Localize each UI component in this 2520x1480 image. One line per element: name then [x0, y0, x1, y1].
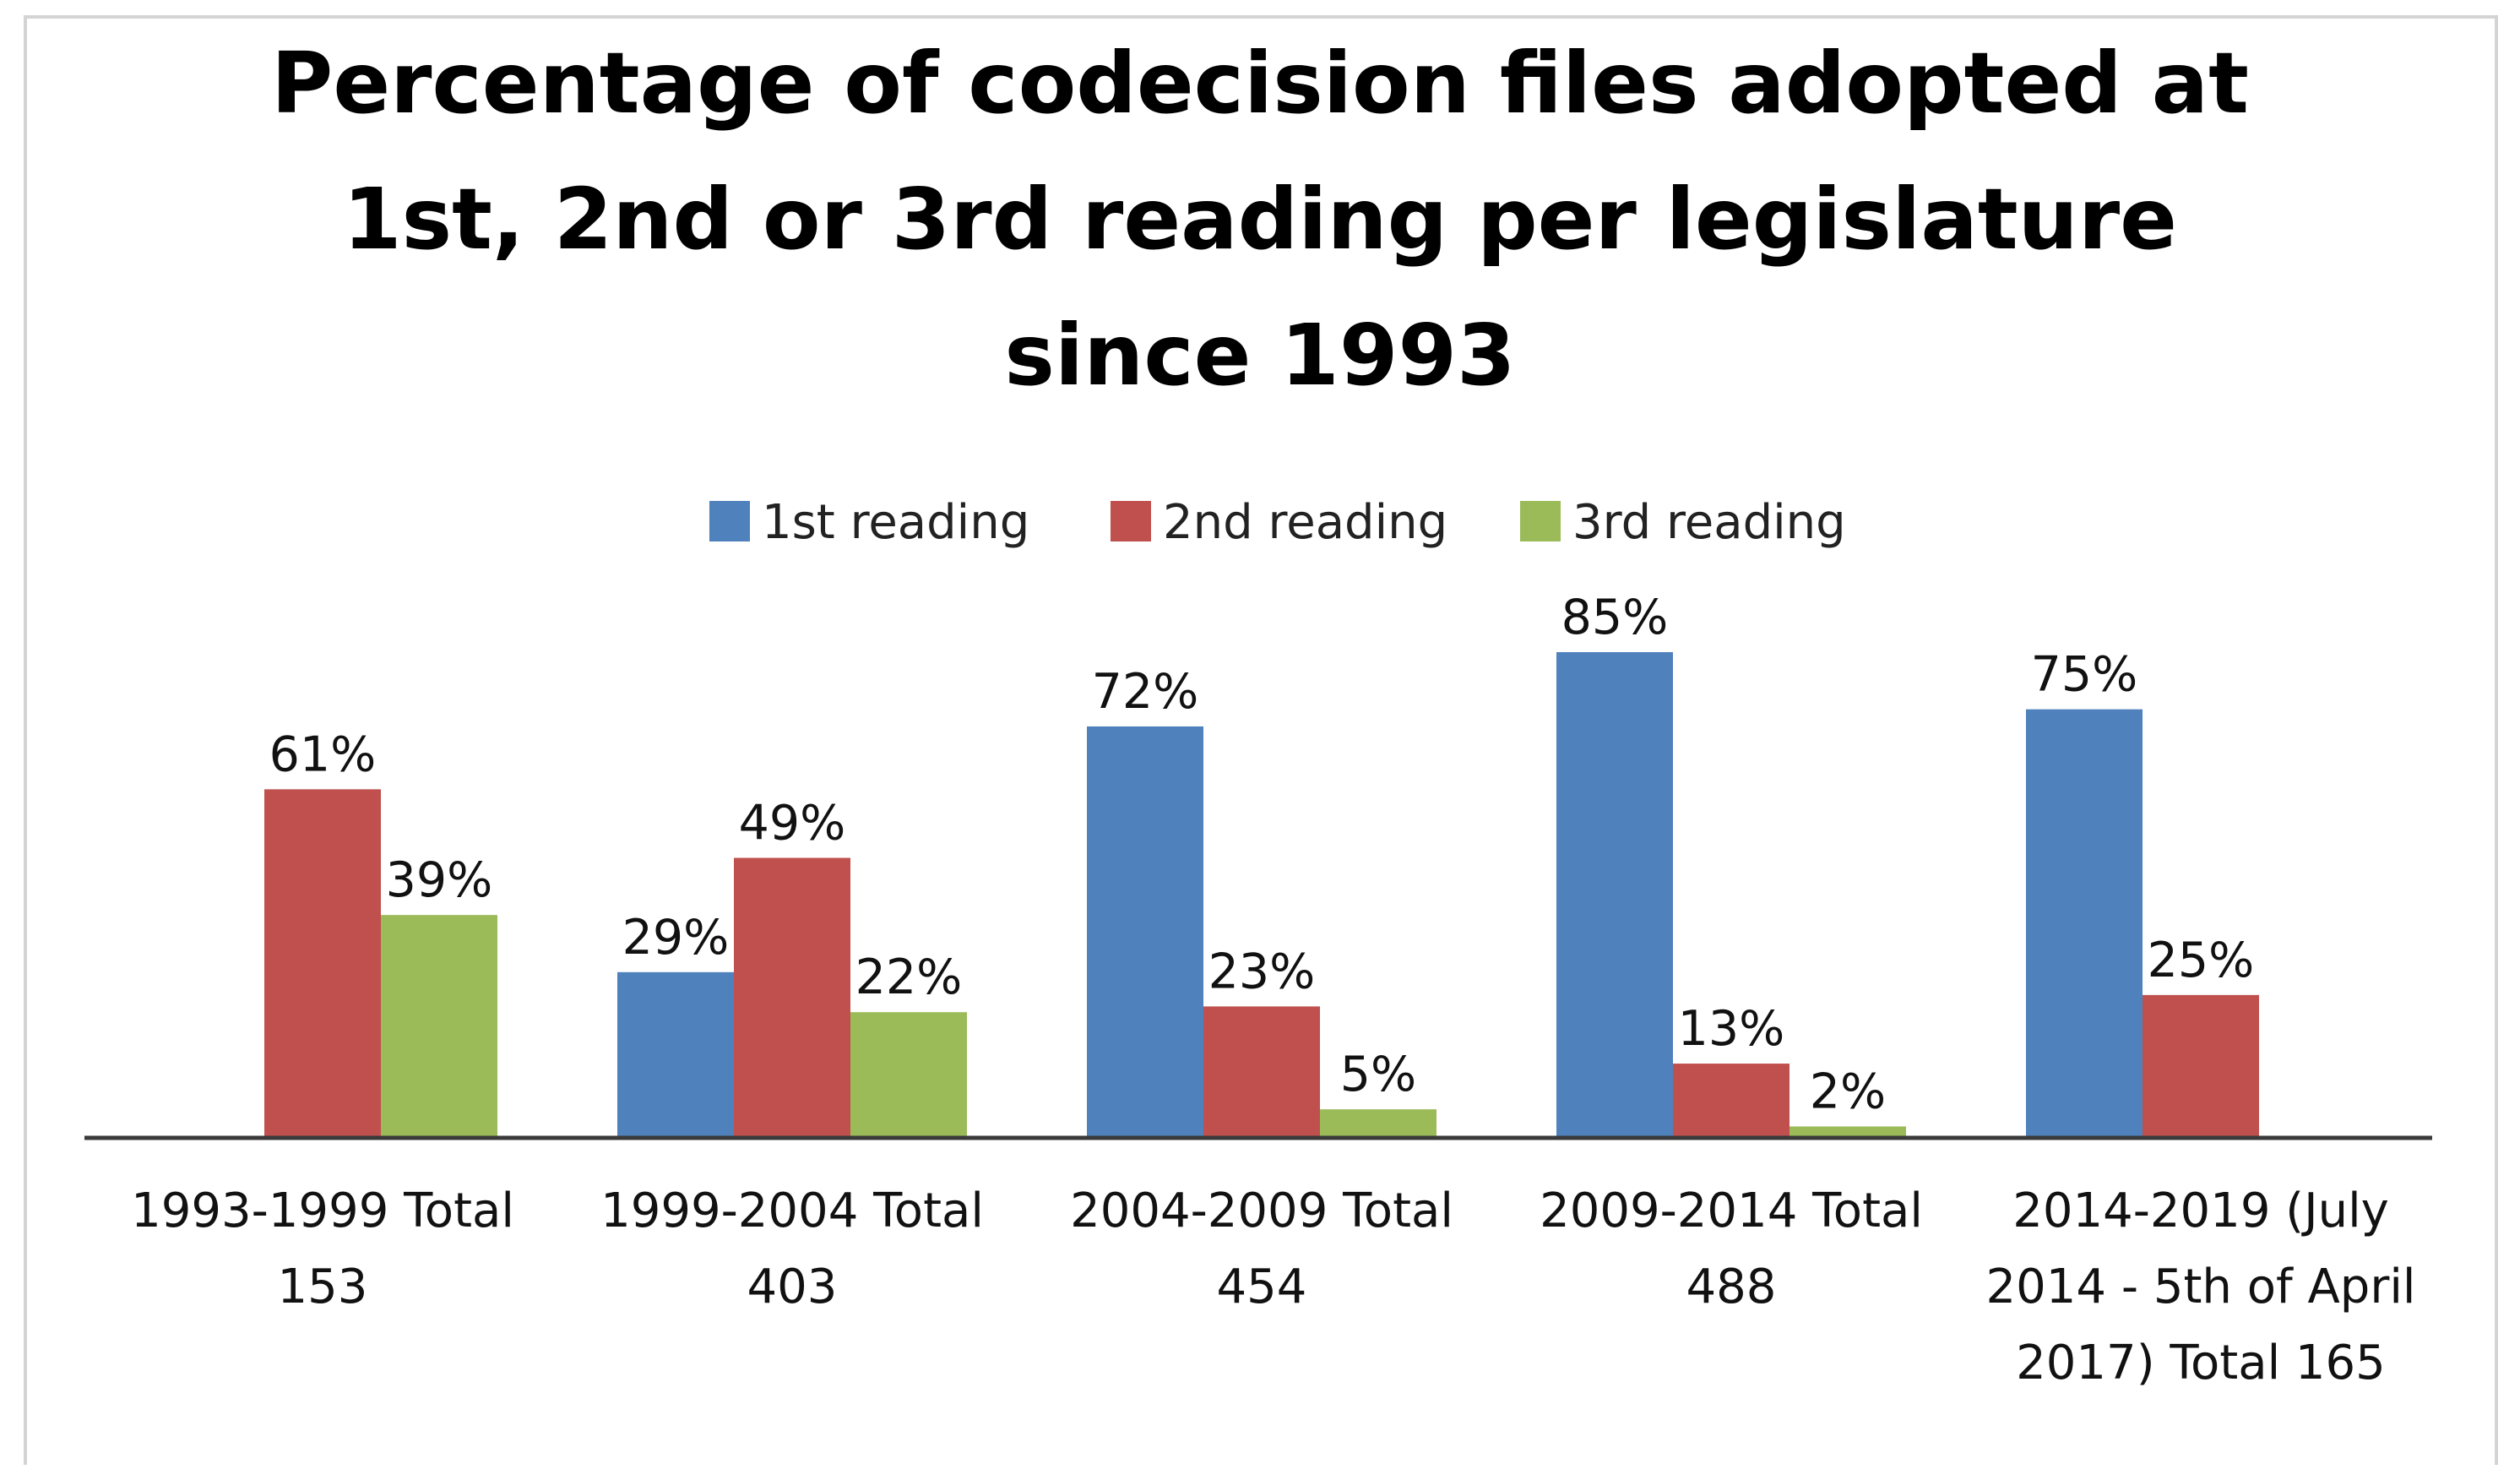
data-label-1st-reading-group-4: 85% [1561, 590, 1669, 645]
data-label-3rd-reading-group-3: 5% [1340, 1047, 1416, 1102]
data-label-2nd-reading-group-4: 13% [1678, 1001, 1785, 1057]
tick-label-line: 2014-2019 (July [2012, 1183, 2389, 1238]
tick-label-line: 2009-2014 Total [1540, 1183, 1923, 1238]
bar-2nd-reading-group-4 [1673, 1064, 1790, 1138]
tick-label-line: 1999-2004 Total [600, 1183, 984, 1238]
bar-1st-reading-group-2 [617, 971, 734, 1138]
tick-label-line: 403 [747, 1260, 838, 1314]
tick-label-line: 2017) Total 165 [2016, 1336, 2386, 1390]
bar-2nd-reading-group-2 [734, 857, 850, 1138]
tick-label-group-5: 2014-2019 (July 2014 - 5th of April 2017) … [1986, 1183, 2416, 1390]
data-label-3rd-reading-group-1: 39% [386, 852, 493, 908]
tick-label-group-4: 2009-2014 Total 488 [1540, 1183, 1923, 1314]
data-label-3rd-reading-group-4: 2% [1810, 1064, 1886, 1119]
tick-label-line: 153 [278, 1260, 368, 1314]
chart-title: Percentage of codecision files adopted a… [271, 34, 2249, 405]
legend-label-3rd-reading: 3rd reading [1572, 495, 1846, 550]
legend-label-1st-reading: 1st reading [762, 495, 1029, 550]
bars [264, 652, 2259, 1138]
data-label-2nd-reading-group-2: 49% [739, 796, 846, 852]
chart-legend: 1st reading 2nd reading 3rd reading [709, 495, 1846, 550]
tick-label-line: 2014 - 5th of April [1986, 1260, 2416, 1314]
legend-swatch-1st-reading [709, 501, 750, 541]
bar-3rd-reading-group-2 [850, 1012, 967, 1138]
bar-2nd-reading-group-5 [2143, 994, 2259, 1138]
legend-swatch-2nd-reading [1111, 501, 1151, 541]
data-label-1st-reading-group-2: 29% [622, 910, 730, 966]
chart-title-line-2: 1st, 2nd or 3rd reading per legislature [343, 170, 2177, 269]
data-labels: 61% 39% 29% 49% 22% 72% 23% 5% 85% 13% 2% 75% 25% [269, 590, 2255, 1119]
data-label-1st-reading-group-3: 72% [1092, 664, 1199, 720]
chart-title-line-1: Percentage of codecision files adopted a… [271, 34, 2249, 133]
data-label-3rd-reading-group-2: 22% [855, 949, 963, 1005]
data-label-2nd-reading-group-3: 23% [1208, 944, 1316, 999]
legend-label-2nd-reading: 2nd reading [1163, 495, 1447, 550]
tick-label-group-2: 1999-2004 Total 403 [600, 1183, 984, 1314]
tick-label-line: 488 [1686, 1260, 1777, 1314]
data-label-1st-reading-group-5: 75% [2031, 647, 2138, 703]
data-label-2nd-reading-group-1: 61% [269, 726, 377, 782]
tick-label-group-3: 2004-2009 Total 454 [1070, 1183, 1453, 1314]
chart-frame [24, 15, 2498, 1465]
bar-3rd-reading-group-3 [1320, 1109, 1437, 1138]
bar-3rd-reading-group-4 [1790, 1126, 1906, 1138]
x-axis-tick-labels: 1993-1999 Total 153 1999-2004 Total 403 2004… [131, 1183, 2415, 1390]
legend-item-2nd-reading: 2nd reading [1111, 495, 1447, 550]
bar-3rd-reading-group-1 [381, 915, 497, 1138]
bar-1st-reading-group-5 [2026, 709, 2143, 1138]
bar-2nd-reading-group-3 [1203, 1006, 1320, 1138]
bar-1st-reading-group-4 [1556, 652, 1673, 1138]
tick-label-line: 2004-2009 Total [1070, 1183, 1453, 1238]
tick-label-line: 454 [1217, 1260, 1307, 1314]
bar-1st-reading-group-3 [1087, 726, 1203, 1138]
tick-label-line: 1993-1999 Total [131, 1183, 514, 1238]
chart-title-line-3: since 1993 [1004, 306, 1515, 405]
data-label-2nd-reading-group-5: 25% [2148, 933, 2255, 988]
legend-swatch-3rd-reading [1520, 501, 1561, 541]
legend-item-1st-reading: 1st reading [709, 495, 1029, 550]
bar-2nd-reading-group-1 [264, 789, 381, 1138]
legend-item-3rd-reading: 3rd reading [1520, 495, 1846, 550]
tick-label-group-1: 1993-1999 Total 153 [131, 1183, 514, 1314]
